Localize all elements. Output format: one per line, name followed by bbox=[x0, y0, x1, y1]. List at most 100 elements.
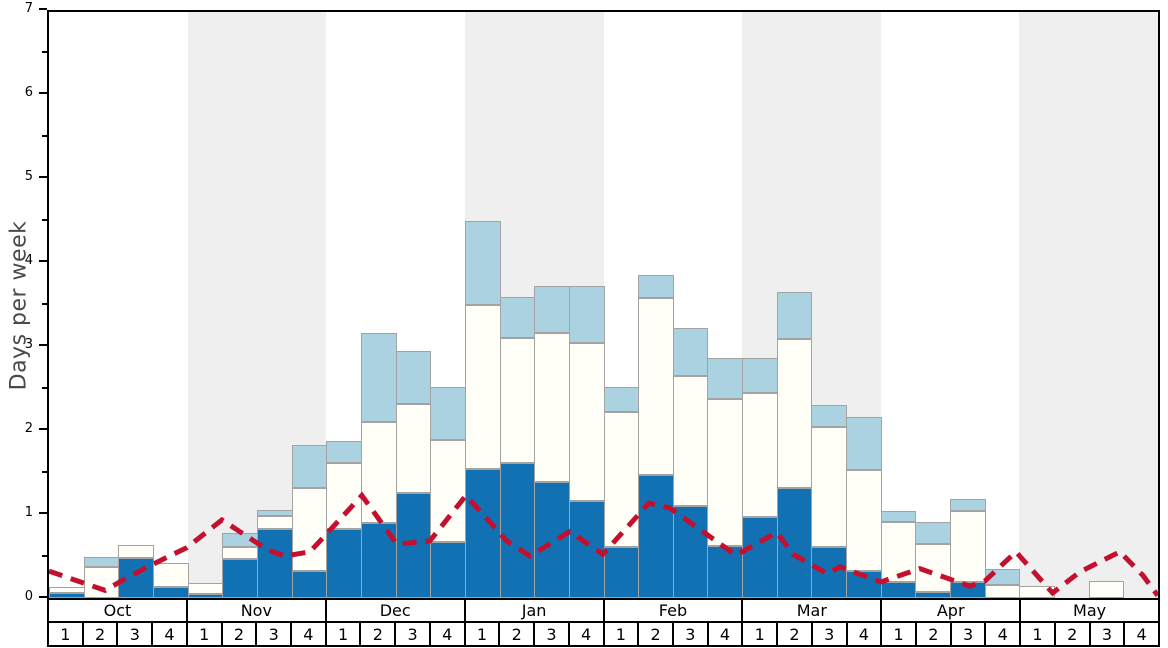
bar-dec-3-light-blue-segment bbox=[395, 351, 432, 404]
y-minor-tick bbox=[42, 219, 47, 221]
y-major-tick-7 bbox=[39, 8, 47, 10]
week-number-may-4: 4 bbox=[1123, 623, 1158, 645]
bar-feb-4-white-segment bbox=[707, 398, 744, 546]
bar-apr-2-white-segment bbox=[915, 544, 952, 593]
y-minor-tick bbox=[42, 51, 47, 53]
bar-apr-4-light-blue-segment bbox=[984, 569, 1021, 585]
y-tick-label-2: 2 bbox=[24, 421, 33, 436]
month-label-may: May bbox=[1019, 600, 1158, 621]
y-axis-title: Days per week bbox=[6, 220, 32, 391]
y-major-tick-0 bbox=[39, 596, 47, 598]
y-major-tick-2 bbox=[39, 428, 47, 430]
bar-jan-4-dark-blue-segment bbox=[568, 500, 605, 598]
month-label-apr: Apr bbox=[880, 600, 1020, 621]
week-number-feb-3: 3 bbox=[671, 623, 707, 645]
bar-jan-2-white-segment bbox=[499, 338, 536, 463]
y-tick-label-7: 7 bbox=[24, 1, 33, 16]
month-label-row: Oct Nov Dec Jan Feb Mar Apr May bbox=[47, 598, 1160, 623]
week-number-apr-3: 3 bbox=[949, 623, 985, 645]
y-tick-label-4: 4 bbox=[24, 253, 33, 268]
week-number-oct-2: 2 bbox=[81, 623, 117, 645]
bar-nov-3-dark-blue-segment bbox=[256, 529, 293, 598]
y-minor-tick bbox=[42, 387, 47, 389]
bar-mar-1-light-blue-segment bbox=[742, 357, 778, 394]
bar-dec-1-light-blue-segment bbox=[326, 440, 362, 463]
week-number-jan-1: 1 bbox=[463, 623, 499, 645]
month-label-feb: Feb bbox=[602, 600, 742, 621]
bar-jan-4-white-segment bbox=[568, 343, 605, 501]
bar-jan-4-light-blue-segment bbox=[568, 286, 605, 344]
bar-nov-1-white-segment bbox=[187, 582, 224, 594]
week-number-dec-2: 2 bbox=[359, 623, 395, 645]
bar-jan-1-dark-blue-segment bbox=[464, 469, 501, 598]
bar-dec-2-dark-blue-segment bbox=[360, 523, 397, 598]
bar-feb-2-dark-blue-segment bbox=[638, 475, 674, 598]
bar-dec-2-light-blue-segment bbox=[360, 333, 397, 423]
week-number-jan-4: 4 bbox=[567, 623, 603, 645]
bar-feb-1-dark-blue-segment bbox=[603, 546, 640, 598]
y-tick-label-0: 0 bbox=[24, 589, 33, 604]
bar-apr-1-white-segment bbox=[880, 522, 917, 583]
bar-oct-1-white-segment bbox=[49, 587, 85, 593]
y-major-tick-5 bbox=[39, 176, 47, 178]
bar-dec-1-dark-blue-segment bbox=[326, 529, 362, 598]
week-number-nov-1: 1 bbox=[185, 623, 221, 645]
bar-dec-4-light-blue-segment bbox=[430, 387, 466, 441]
month-label-nov: Nov bbox=[185, 600, 325, 621]
bar-feb-1-white-segment bbox=[603, 412, 640, 547]
bar-mar-4-white-segment bbox=[846, 470, 882, 572]
bar-apr-1-light-blue-segment bbox=[880, 510, 917, 523]
week-number-oct-3: 3 bbox=[116, 623, 152, 645]
bar-jan-1-light-blue-segment bbox=[464, 220, 501, 305]
bar-feb-1-light-blue-segment bbox=[603, 387, 640, 413]
week-number-dec-3: 3 bbox=[394, 623, 429, 645]
bar-apr-2-light-blue-segment bbox=[915, 522, 952, 545]
bar-apr-3-white-segment bbox=[950, 510, 986, 583]
bar-feb-2-white-segment bbox=[638, 298, 674, 476]
bar-apr-1-dark-blue-segment bbox=[880, 582, 917, 598]
bar-mar-3-dark-blue-segment bbox=[811, 546, 848, 598]
bar-oct-4-white-segment bbox=[152, 562, 189, 588]
bar-dec-4-white-segment bbox=[430, 440, 466, 542]
bar-jan-3-light-blue-segment bbox=[534, 286, 570, 334]
week-number-apr-4: 4 bbox=[984, 623, 1020, 645]
bar-nov-3-light-blue-segment bbox=[256, 509, 293, 516]
bar-apr-3-dark-blue-segment bbox=[950, 582, 986, 598]
week-number-feb-4: 4 bbox=[706, 623, 742, 645]
bar-nov-2-white-segment bbox=[222, 546, 258, 560]
week-number-mar-1: 1 bbox=[741, 623, 777, 645]
y-tick-label-1: 1 bbox=[24, 505, 33, 520]
bar-jan-3-white-segment bbox=[534, 333, 570, 483]
bar-dec-3-white-segment bbox=[395, 403, 432, 493]
week-number-may-1: 1 bbox=[1019, 623, 1054, 645]
week-number-feb-1: 1 bbox=[602, 623, 638, 645]
y-major-tick-3 bbox=[39, 344, 47, 346]
bar-feb-3-white-segment bbox=[672, 376, 709, 506]
bar-oct-2-white-segment bbox=[83, 566, 120, 598]
bar-jan-2-dark-blue-segment bbox=[499, 462, 536, 598]
y-major-tick-6 bbox=[39, 92, 47, 94]
bar-apr-3-light-blue-segment bbox=[950, 498, 986, 511]
week-number-apr-1: 1 bbox=[880, 623, 915, 645]
bar-nov-2-light-blue-segment bbox=[222, 533, 258, 547]
week-number-mar-3: 3 bbox=[810, 623, 846, 645]
bar-apr-4-white-segment bbox=[984, 584, 1021, 598]
y-tick-label-5: 5 bbox=[24, 169, 33, 184]
plot-area bbox=[47, 10, 1160, 598]
week-number-dec-1: 1 bbox=[324, 623, 360, 645]
bar-may-3-white-segment bbox=[1088, 581, 1125, 598]
bar-dec-2-white-segment bbox=[360, 422, 397, 524]
bar-feb-2-light-blue-segment bbox=[638, 274, 674, 299]
bar-oct-3-dark-blue-segment bbox=[118, 557, 154, 598]
y-minor-tick bbox=[42, 303, 47, 305]
week-number-jan-2: 2 bbox=[498, 623, 534, 645]
bar-dec-1-white-segment bbox=[326, 462, 362, 530]
week-number-nov-2: 2 bbox=[220, 623, 256, 645]
bar-feb-4-light-blue-segment bbox=[707, 357, 744, 399]
bar-mar-1-dark-blue-segment bbox=[742, 516, 778, 598]
week-number-dec-4: 4 bbox=[428, 623, 464, 645]
bar-mar-3-light-blue-segment bbox=[811, 404, 848, 427]
month-label-jan: Jan bbox=[463, 600, 603, 621]
month-stripe-may bbox=[1019, 12, 1158, 598]
bar-feb-3-dark-blue-segment bbox=[672, 505, 709, 598]
